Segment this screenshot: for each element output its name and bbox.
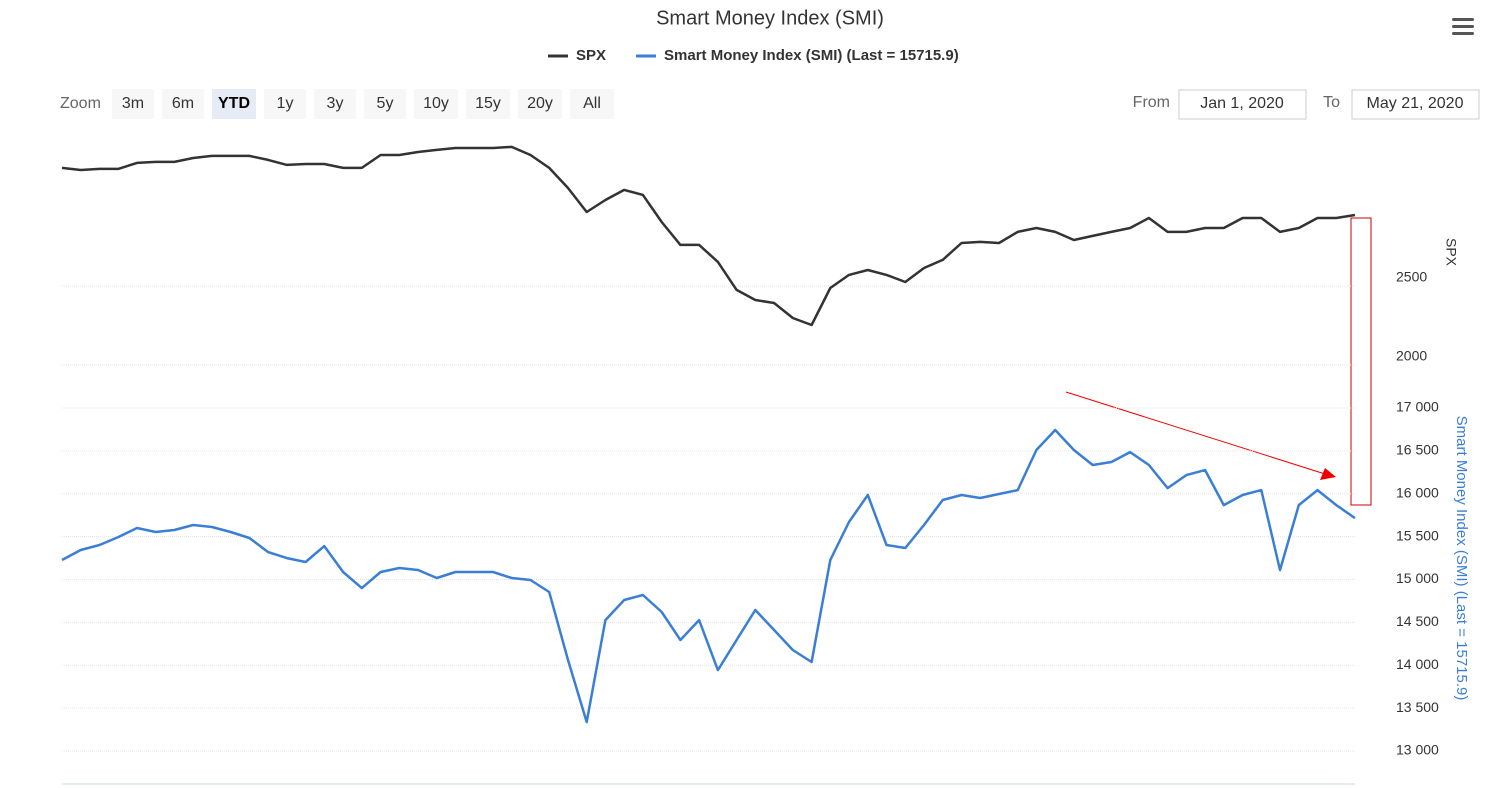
from-label: From: [1133, 94, 1170, 111]
legend-label[interactable]: Smart Money Index (SMI) (Last = 15715.9): [664, 47, 959, 64]
from-input[interactable]: [1178, 89, 1307, 120]
series-line: [61, 145, 1356, 327]
y-tick-label: 14 500: [1396, 613, 1439, 629]
y-tick-label: 16 500: [1396, 442, 1439, 458]
y2-axis-title: Smart Money Index (SMI) (Last = 15715.9): [1453, 416, 1470, 701]
y-tick-label: 17 000: [1396, 399, 1439, 415]
to-date[interactable]: May 21, 2020: [1367, 95, 1464, 112]
zoom-button[interactable]: [112, 89, 154, 119]
annotation-box: [1350, 217, 1372, 506]
zoom-button[interactable]: [314, 89, 356, 119]
legend-label[interactable]: SPX: [576, 47, 606, 64]
zoom-button-label[interactable]: 6m: [172, 95, 194, 112]
menu-bar: [1452, 25, 1474, 28]
y-tick-label: 15 500: [1396, 527, 1439, 543]
y-tick-label: 2000: [1396, 348, 1427, 364]
zoom-button[interactable]: [212, 89, 256, 119]
zoom-button[interactable]: [162, 89, 204, 119]
zoom-button-label[interactable]: 15y: [475, 95, 501, 112]
zoom-button[interactable]: [518, 89, 562, 119]
zoom-button-label[interactable]: 5y: [377, 95, 394, 112]
zoom-button-label[interactable]: 20y: [527, 95, 553, 112]
y-tick-label: 15 000: [1396, 570, 1439, 586]
zoom-button[interactable]: [364, 89, 406, 119]
zoom-button-label[interactable]: YTD: [218, 95, 250, 112]
y-tick-label: 14 000: [1396, 656, 1439, 672]
to-label: To: [1323, 94, 1340, 111]
y-tick-label: 2500: [1396, 269, 1427, 285]
zoom-button[interactable]: [414, 89, 458, 119]
to-input[interactable]: [1351, 89, 1480, 120]
zoom-button-label[interactable]: 1y: [277, 95, 294, 112]
zoom-button-label[interactable]: 3m: [122, 95, 144, 112]
annotation-arrow: [1065, 391, 1326, 475]
series-line: [61, 428, 1356, 724]
zoom-button[interactable]: [264, 89, 306, 119]
zoom-button-label[interactable]: 3y: [327, 95, 344, 112]
y-axis-title: SPX: [1443, 238, 1459, 267]
y-tick-label: 13 500: [1396, 699, 1439, 715]
menu-bar: [1452, 32, 1474, 35]
zoom-button[interactable]: [570, 89, 614, 119]
zoom-label: Zoom: [60, 95, 101, 112]
zoom-button-label[interactable]: 10y: [423, 95, 449, 112]
menu-bar: [1452, 18, 1474, 21]
annotation-arrowhead: [1320, 468, 1336, 480]
from-date[interactable]: Jan 1, 2020: [1200, 95, 1284, 112]
y-tick-label: 16 000: [1396, 484, 1439, 500]
menu-icon[interactable]: [1452, 18, 1474, 35]
zoom-button[interactable]: [466, 89, 510, 119]
y-tick-label: 13 000: [1396, 742, 1439, 758]
chart-title: Smart Money Index (SMI): [656, 7, 884, 29]
zoom-button-label[interactable]: All: [583, 95, 601, 112]
